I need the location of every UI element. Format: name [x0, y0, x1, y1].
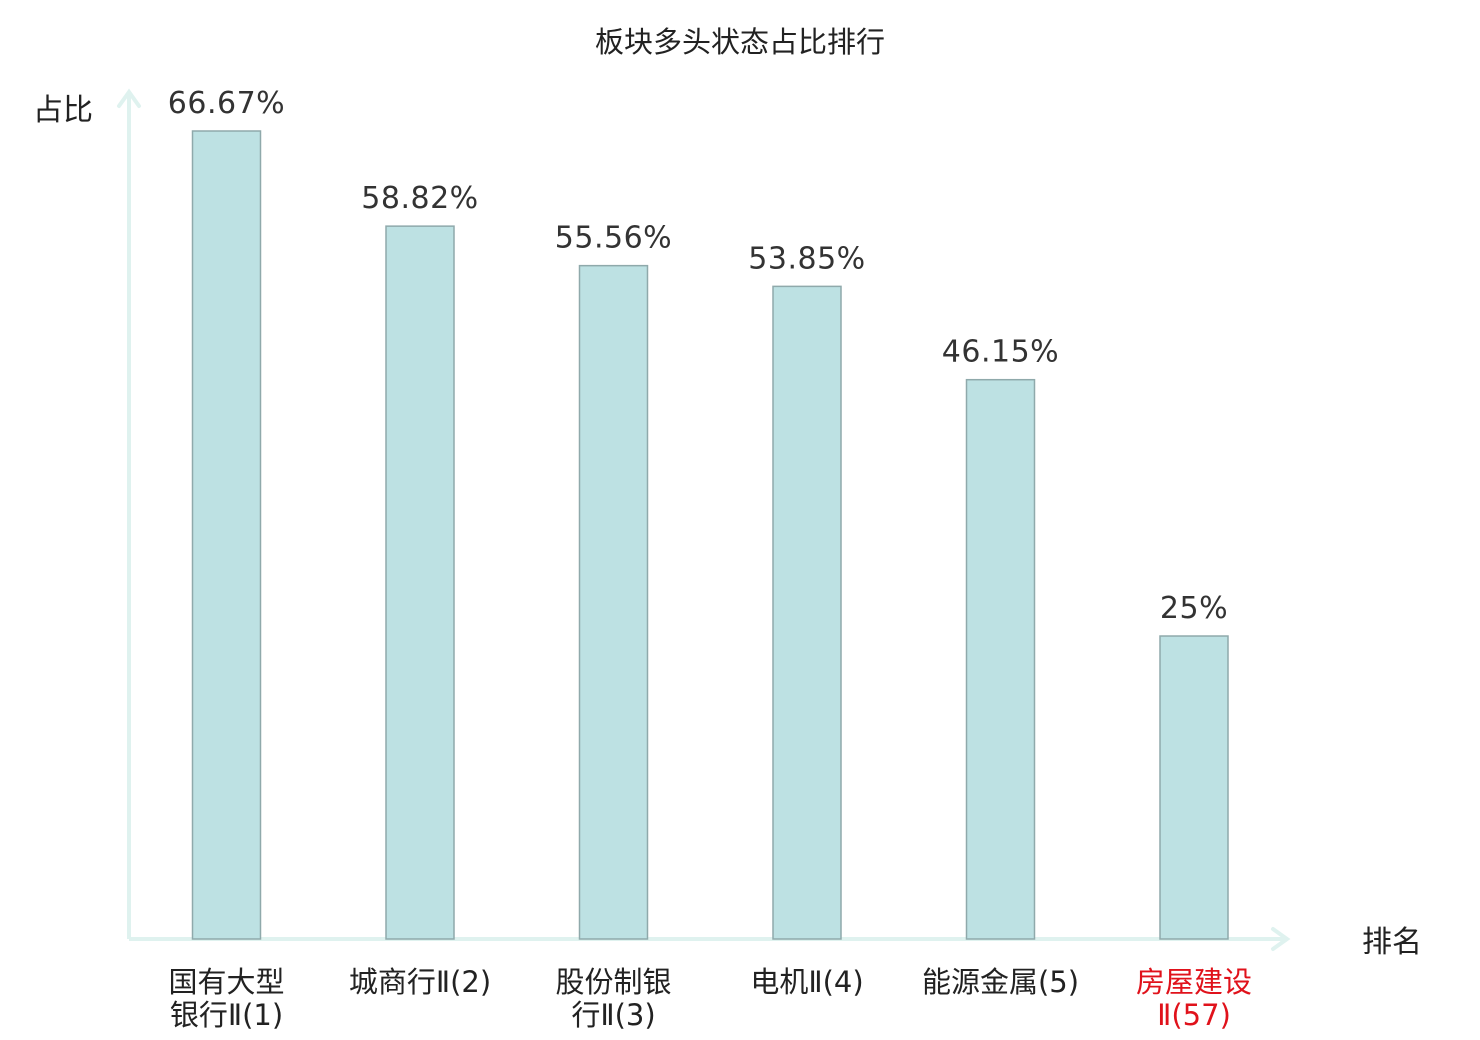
y-axis-arrow — [117, 88, 141, 108]
value-label: 53.85% — [748, 241, 865, 276]
axes — [117, 88, 1291, 951]
bar — [772, 285, 842, 940]
category-label: 股份制银行Ⅱ(3) — [555, 965, 671, 1032]
value-label: 46.15% — [942, 335, 1059, 370]
category-labels: 国有大型银行Ⅱ(1) 城商行Ⅱ(2) 股份制银行Ⅱ(3) 电机Ⅱ(4) 能源金属(5) 房… — [168, 965, 1252, 1032]
category-label: 能源金属(5) — [922, 965, 1079, 999]
chart-title: 板块多头状态占比排行 — [595, 25, 885, 59]
category-label: 电机Ⅱ(4) — [750, 965, 863, 999]
bar — [385, 225, 455, 940]
value-labels: 66.67% 58.82% 55.56% 53.85% 46.15% 25% — [168, 86, 1228, 626]
value-label: 58.82% — [361, 181, 478, 216]
x-axis-arrow — [1271, 927, 1291, 951]
value-label: 25% — [1160, 591, 1228, 626]
bar — [1159, 635, 1229, 940]
y-axis-label: 占比 — [33, 93, 93, 128]
bar — [965, 378, 1036, 940]
value-label: 66.67% — [168, 86, 285, 121]
category-label: 城商行Ⅱ(2) — [349, 965, 491, 999]
value-label: 55.56% — [555, 221, 672, 256]
category-label: 房屋建设 Ⅱ(57) — [1136, 965, 1252, 1032]
category-label: 国有大型银行Ⅱ(1) — [168, 965, 284, 1032]
bar — [191, 130, 262, 940]
bar — [578, 264, 649, 940]
bars — [191, 130, 1229, 940]
x-axis-label: 排名 — [1362, 925, 1422, 960]
